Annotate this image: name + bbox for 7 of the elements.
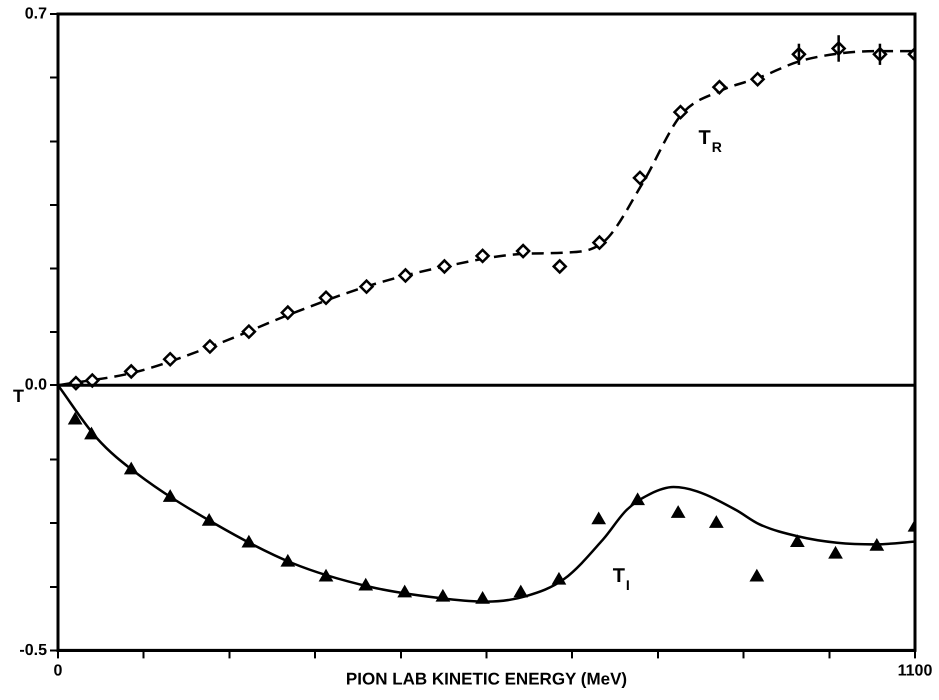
- x-axis-title: PION LAB KINETIC ENERGY (MeV): [346, 669, 628, 688]
- y-axis-title: T: [13, 386, 24, 406]
- y-tick-label: 0.0: [24, 376, 48, 394]
- y-tick-label: -0.5: [19, 642, 48, 659]
- y-tick-label: 0.7: [24, 5, 48, 22]
- x-tick-label: 1100: [898, 662, 932, 680]
- x-tick-label: 0: [54, 662, 63, 680]
